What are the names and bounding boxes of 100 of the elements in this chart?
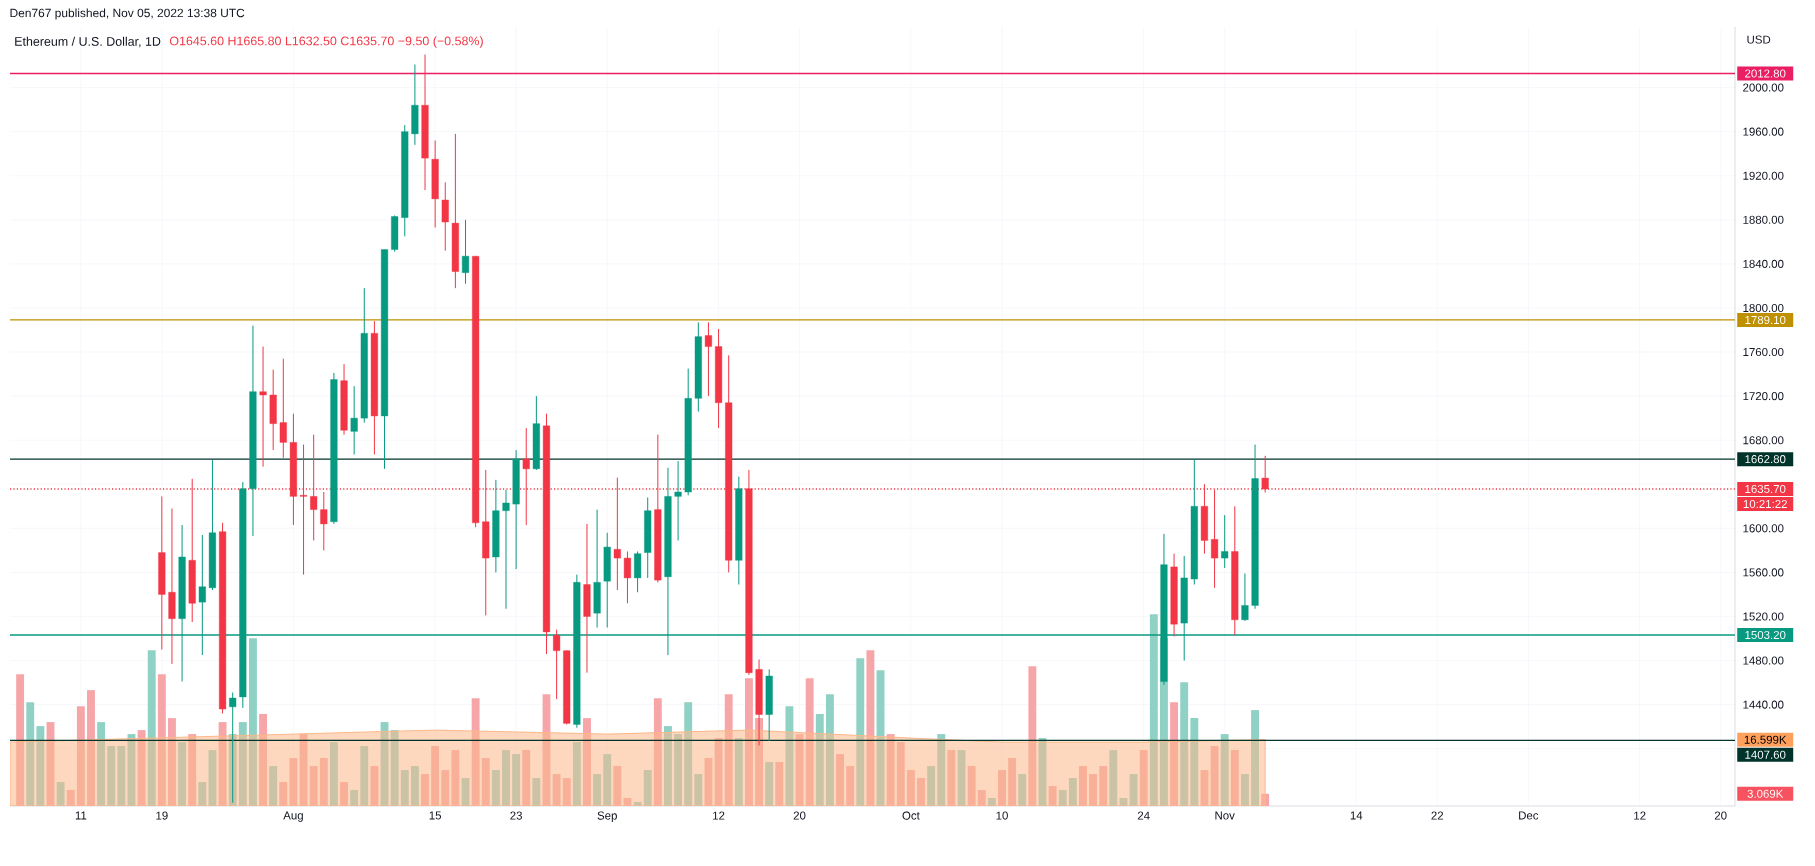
bar [390, 730, 399, 806]
text: O1645.60 H1665.80 L1632.50 C1635.70 −9.50 (−0.58%) [169, 36, 483, 48]
bar [340, 782, 348, 806]
bar [1139, 750, 1148, 806]
y-tick-label: 1760.00 [1743, 347, 1784, 357]
x-tick-label: Aug [283, 811, 303, 822]
bar [977, 790, 986, 806]
bar [775, 762, 784, 806]
bar [117, 746, 126, 806]
bar [1230, 750, 1239, 806]
x-tick-label: 12 [713, 811, 725, 820]
bar [1251, 710, 1259, 806]
candlestick [279, 358, 287, 459]
text: Ethereum / U.S. Dollar, 1D [15, 36, 161, 48]
bar [684, 702, 693, 806]
x-tick-label: Oct [902, 811, 920, 820]
x-tick-label: Dec [1519, 811, 1539, 820]
bar [512, 754, 521, 806]
text: 10:21:22 [1743, 499, 1787, 509]
y-tick-label: 1960.00 [1743, 127, 1784, 136]
bar [289, 758, 298, 806]
bar [1089, 774, 1098, 806]
y-tick-label: 1520.00 [1743, 612, 1784, 621]
bar [56, 782, 65, 806]
bar [1170, 702, 1179, 806]
bar [724, 694, 733, 806]
bar [16, 674, 25, 806]
bar [552, 774, 561, 806]
bar [279, 782, 288, 806]
x-tick-label: 14 [1350, 811, 1363, 820]
bar [451, 750, 460, 806]
y-tick-label: 1920.00 [1743, 171, 1784, 180]
y-tick-label: 1680.00 [1743, 436, 1784, 445]
bar [248, 638, 257, 806]
ref-line-label: 1662.80 [1745, 455, 1786, 464]
y-tick-label: 1840.00 [1743, 259, 1784, 268]
bar [259, 714, 268, 806]
bar [370, 766, 379, 806]
candlestick [553, 629, 561, 700]
y-tick-label: 1480.00 [1743, 656, 1784, 665]
bar [157, 674, 166, 806]
bar [350, 790, 359, 806]
bar [97, 722, 106, 806]
bar [714, 738, 723, 806]
bar [1149, 614, 1158, 806]
candlestick [502, 489, 510, 610]
bar [168, 718, 176, 806]
bar [188, 734, 197, 806]
bar [1018, 774, 1027, 806]
bar [410, 766, 419, 806]
bar [694, 774, 703, 806]
bar [866, 650, 875, 806]
bar [815, 714, 824, 806]
bar [572, 742, 581, 806]
bar [1240, 774, 1249, 806]
bar [846, 766, 855, 806]
bar [147, 650, 156, 806]
bar [1058, 790, 1067, 806]
candlestick [310, 434, 318, 541]
y-tick-label: 1600.00 [1743, 524, 1784, 533]
x-tick-label: 15 [429, 811, 442, 820]
bar [896, 742, 905, 806]
candlestick [704, 321, 712, 397]
bar [26, 702, 35, 806]
bar [269, 766, 278, 806]
bar [1109, 750, 1118, 806]
y-tick-label: 1800.00 [1743, 303, 1784, 313]
text: Den767 published, Nov 05, 2022 13:38 UTC [10, 8, 245, 20]
bar [674, 734, 683, 806]
bar [137, 730, 146, 806]
bar [583, 718, 591, 806]
bar [309, 766, 318, 806]
bar [856, 658, 865, 806]
x-tick-label: 12 [1634, 811, 1646, 820]
y2-tick-label: 3.069K [1747, 789, 1784, 798]
x-tick-label: 23 [510, 811, 522, 820]
bar [1180, 682, 1189, 806]
bar [107, 746, 116, 806]
bar [785, 706, 794, 806]
bar [653, 698, 662, 806]
ref-line-label: 1503.20 [1745, 630, 1786, 640]
bar [36, 726, 45, 806]
candlestick [1261, 455, 1269, 494]
bar [937, 734, 946, 806]
bar [967, 766, 976, 806]
y-axis-title: USD [1747, 35, 1771, 44]
bar [218, 722, 227, 806]
y-tick-label: 2000.00 [1743, 83, 1784, 92]
bar [1190, 718, 1199, 806]
x-tick-label: 20 [1714, 811, 1727, 820]
y2-tick-label: 16.599K [1744, 735, 1787, 744]
bar [998, 770, 1006, 806]
candlestick [320, 491, 328, 551]
bar [704, 758, 713, 806]
ref-line-label: 1407.60 [1745, 750, 1786, 759]
bar [836, 754, 844, 806]
x-tick-label: 20 [793, 811, 806, 820]
ref-line-label: 1635.70 [1745, 484, 1786, 494]
bar [906, 770, 915, 806]
bar [532, 778, 541, 806]
